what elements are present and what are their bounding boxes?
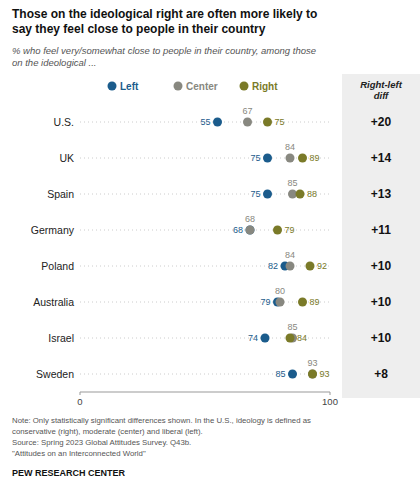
dot: [263, 190, 272, 199]
diff-label: +14: [371, 151, 392, 165]
text-line: on the ideological ...: [12, 57, 97, 68]
data-label: 55: [200, 117, 210, 127]
category-label: Israel: [48, 332, 74, 344]
data-label: 85: [287, 322, 297, 332]
category-label: Poland: [41, 260, 74, 272]
legend-marker: [240, 82, 249, 91]
dot: [243, 118, 252, 127]
legend: Left Center Right: [108, 81, 279, 92]
tick-label: 100: [322, 396, 338, 407]
dot: [286, 262, 295, 271]
category-label: Australia: [33, 296, 74, 308]
row-guides: [80, 122, 330, 374]
category-label: U.S.: [54, 116, 74, 128]
dot: [246, 226, 255, 235]
category-label: Germany: [31, 224, 75, 236]
data-label: 93: [320, 369, 330, 379]
subtitle: % who feel very/somewhat close to people…: [12, 45, 316, 68]
dot: [308, 370, 317, 379]
data-label: 79: [260, 297, 270, 307]
x-axis: 0 100: [77, 392, 338, 407]
dot: [308, 370, 317, 379]
legend-label: Center: [186, 81, 218, 92]
diff-label: +10: [371, 331, 392, 345]
data-label: 89: [310, 153, 320, 163]
dot: [276, 298, 285, 307]
legend-marker: [174, 82, 183, 91]
data-label: 75: [250, 189, 260, 199]
title: Those on the ideological right are often…: [12, 7, 317, 36]
data-label: 85: [287, 178, 297, 188]
text-line: Right-left: [360, 79, 403, 90]
chart: Those on the ideological right are often…: [0, 0, 420, 492]
dot: [286, 334, 295, 343]
diff-label: +13: [371, 187, 392, 201]
text-line: diff: [374, 90, 389, 101]
dot: [306, 262, 315, 271]
tick: [330, 392, 331, 395]
legend-label: Right: [252, 81, 278, 92]
diff-panel: [342, 74, 420, 398]
legend-marker: [108, 82, 117, 91]
data-label: 75: [275, 117, 285, 127]
diff-label: +20: [371, 115, 392, 129]
note: Source: Spring 2023 Global Attitudes Sur…: [12, 438, 191, 447]
diff-label: +10: [371, 295, 392, 309]
dot: [263, 154, 272, 163]
dot: [213, 118, 222, 127]
data-label: 68: [233, 225, 243, 235]
data-labels: 5575756882797485678485688480859375898879…: [200, 106, 329, 379]
data-label: 88: [307, 189, 317, 199]
dot: [286, 154, 295, 163]
diff-label: +10: [371, 259, 392, 273]
data-label: 93: [307, 358, 317, 368]
legend-label: Left: [120, 81, 139, 92]
diff-label: +8: [374, 367, 388, 381]
note: conservative (right), moderate (center) …: [12, 427, 203, 436]
data-label: 80: [275, 286, 285, 296]
dot: [298, 298, 307, 307]
dots: [213, 118, 317, 379]
data-label: 92: [317, 261, 327, 271]
dot: [261, 334, 270, 343]
category-label: Sweden: [36, 368, 74, 380]
axis-line: [80, 392, 330, 393]
dot: [273, 226, 282, 235]
data-label: 75: [250, 153, 260, 163]
dot: [246, 226, 255, 235]
data-label: 84: [297, 333, 307, 343]
dot: [298, 154, 307, 163]
data-label: 79: [285, 225, 295, 235]
data-label: 67: [242, 106, 252, 116]
data-label: 82: [268, 261, 278, 271]
data-label: 84: [285, 250, 295, 260]
note: "Attitudes on an Interconnected World": [12, 449, 146, 458]
text-line: Those on the ideological right are often…: [12, 7, 317, 21]
note: Note: Only statistically significant dif…: [12, 416, 311, 425]
data-label: 89: [310, 297, 320, 307]
data-label: 74: [248, 333, 258, 343]
text-line: % who feel very/somewhat close to people…: [12, 45, 316, 56]
category-label: UK: [59, 152, 74, 164]
data-label: 85: [275, 369, 285, 379]
source: PEW RESEARCH CENTER: [12, 468, 126, 478]
tick: [80, 392, 81, 395]
row-guide: [80, 302, 330, 303]
dot: [288, 370, 297, 379]
dot: [263, 118, 272, 127]
tick-label: 0: [77, 396, 82, 407]
diff-label: +11: [371, 223, 391, 237]
text-line: say they feel close to people in their c…: [12, 22, 266, 36]
diff-title: Right-leftdiff: [360, 79, 403, 101]
dot: [296, 190, 305, 199]
data-label: 68: [245, 214, 255, 224]
data-label: 84: [285, 142, 295, 152]
category-label: Spain: [47, 188, 74, 200]
